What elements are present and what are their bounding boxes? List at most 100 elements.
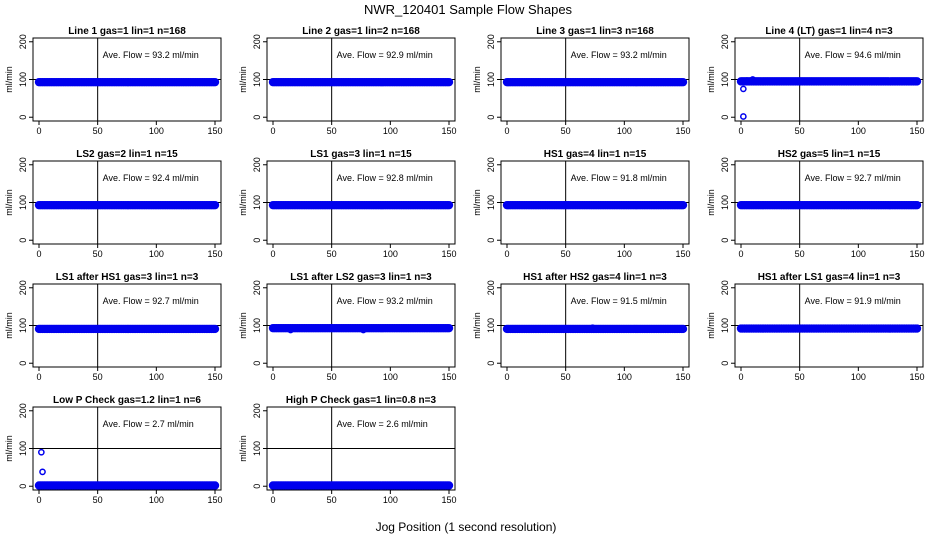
average-flow-annotation: Ave. Flow = 92.9 ml/min [337,50,433,60]
y-tick-label: 200 [18,280,28,295]
chart-panel: High P Check gas=1 lin=0.8 n=3 0 50 100 150 0… [238,395,457,505]
average-flow-annotation: Ave. Flow = 93.2 ml/min [337,296,433,306]
y-tick-label: 0 [18,484,28,489]
panel-title: Line 4 (LT) gas=1 lin=4 n=3 [765,26,893,37]
y-tick-label: 100 [252,195,262,210]
x-tick-label: 0 [270,495,275,505]
y-tick-label: 0 [720,361,730,366]
y-tick-label: 100 [252,318,262,333]
y-tick-label: 0 [720,115,730,120]
outlier-point [743,77,751,84]
y-tick-label: 0 [18,238,28,243]
outlier-point [749,76,757,83]
panel-title: LS1 after LS2 gas=3 lin=1 n=3 [290,272,432,283]
x-tick-label: 150 [441,495,456,505]
data-band [270,79,452,86]
x-tick-label: 50 [795,372,805,382]
x-tick-label: 100 [149,372,164,382]
x-tick-label: 150 [207,126,222,136]
x-tick-label: 0 [738,126,743,136]
y-tick-label: 200 [486,280,496,295]
x-tick-label: 50 [795,249,805,259]
data-band [36,482,218,489]
x-tick-label: 150 [207,372,222,382]
y-tick-label: 0 [18,361,28,366]
x-tick-label: 100 [851,126,866,136]
x-tick-label: 50 [93,495,103,505]
y-tick-label: 0 [252,238,262,243]
x-tick-label: 50 [795,126,805,136]
y-tick-label: 100 [720,318,730,333]
y-tick-label: 100 [18,441,28,456]
y-axis-label: ml/min [706,189,716,216]
y-tick-label: 200 [252,280,262,295]
panel-title: Line 3 gas=1 lin=3 n=168 [536,26,654,37]
average-flow-annotation: Ave. Flow = 92.8 ml/min [337,173,433,183]
y-tick-label: 200 [720,157,730,172]
panel-title: HS2 gas=5 lin=1 n=15 [778,149,881,160]
x-tick-label: 100 [617,126,632,136]
average-flow-annotation: Ave. Flow = 92.4 ml/min [103,173,199,183]
y-axis-label: ml/min [238,312,248,339]
x-tick-label: 0 [36,249,41,259]
x-tick-label: 0 [504,126,509,136]
panel-title: Low P Check gas=1.2 lin=1 n=6 [53,395,201,406]
x-tick-label: 150 [909,126,924,136]
y-tick-label: 200 [252,157,262,172]
average-flow-annotation: Ave. Flow = 92.7 ml/min [103,296,199,306]
y-tick-label: 0 [18,115,28,120]
outlier-point [287,326,294,334]
data-series [502,200,688,210]
y-tick-label: 100 [486,195,496,210]
main-title: NWR_120401 Sample Flow Shapes [364,2,573,17]
y-tick-label: 100 [252,441,262,456]
data-series [736,76,922,120]
x-tick-label: 100 [149,495,164,505]
chart-panel: HS2 gas=5 lin=1 n=15 0 50 100 150 0 100 200 ml/m… [706,149,925,259]
chart-panel: Line 4 (LT) gas=1 lin=4 n=3 0 50 100 150 0 100… [706,26,925,136]
outlier-point [739,113,747,120]
outlier-point [739,85,747,93]
chart-panel: HS1 gas=4 lin=1 n=15 0 50 100 150 0 100 200 ml/m… [472,149,691,259]
y-tick-label: 0 [486,238,496,243]
data-band [36,325,218,332]
x-tick-label: 0 [270,372,275,382]
y-tick-label: 100 [486,318,496,333]
y-tick-label: 100 [720,72,730,87]
x-tick-label: 150 [441,249,456,259]
y-tick-label: 200 [252,403,262,418]
average-flow-annotation: Ave. Flow = 2.7 ml/min [103,419,194,429]
y-tick-label: 0 [252,484,262,489]
chart-panel: HS1 after HS2 gas=4 lin=1 n=3 0 50 100 150 0 1… [472,272,691,382]
chart-panel: LS1 after HS1 gas=3 lin=1 n=3 0 50 100 150 0 1… [4,272,223,382]
x-tick-label: 150 [441,126,456,136]
average-flow-annotation: Ave. Flow = 92.7 ml/min [805,173,901,183]
panel-title: LS1 gas=3 lin=1 n=15 [310,149,412,160]
data-series [736,200,922,210]
data-band [504,79,686,86]
y-axis-label: ml/min [472,312,482,339]
x-tick-label: 150 [207,249,222,259]
y-tick-label: 0 [720,238,730,243]
data-band [36,79,218,86]
chart-panel: Line 2 gas=1 lin=2 n=168 0 50 100 150 0 100 200… [238,26,457,136]
y-axis-label: ml/min [472,189,482,216]
y-axis-label: ml/min [4,435,14,462]
x-tick-label: 100 [617,372,632,382]
y-tick-label: 200 [720,280,730,295]
chart-panel: Line 1 gas=1 lin=1 n=168 0 50 100 150 0 100 200… [4,26,223,136]
data-band [738,325,920,332]
panels: Line 1 gas=1 lin=1 n=168 0 50 100 150 0 100 200… [4,26,925,505]
outlier-point [589,324,597,332]
y-tick-label: 200 [486,157,496,172]
average-flow-annotation: Ave. Flow = 2.6 ml/min [337,419,428,429]
data-series [34,324,220,334]
data-band [504,202,686,209]
y-axis-label: ml/min [706,312,716,339]
average-flow-annotation: Ave. Flow = 93.2 ml/min [571,50,667,60]
x-tick-label: 0 [36,372,41,382]
x-axis-label: Jog Position (1 second resolution) [376,520,557,534]
chart-panel: Line 3 gas=1 lin=3 n=168 0 50 100 150 0 100 200… [472,26,691,136]
x-tick-label: 50 [93,372,103,382]
x-tick-label: 0 [270,126,275,136]
